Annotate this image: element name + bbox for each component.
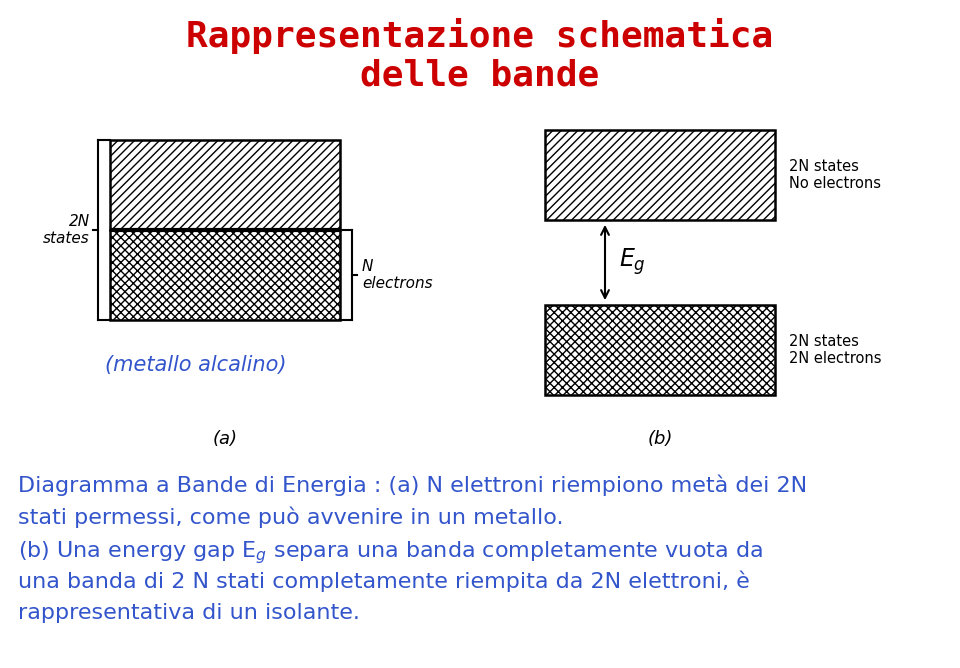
Text: 2N
states: 2N states <box>43 214 90 246</box>
Text: una banda di 2 N stati completamente riempita da 2N elettroni, è: una banda di 2 N stati completamente rie… <box>18 571 750 593</box>
Text: rappresentativa di un isolante.: rappresentativa di un isolante. <box>18 603 360 623</box>
Text: (a): (a) <box>212 430 237 448</box>
Text: Diagramma a Bande di Energia : (a) N elettroni riempiono metà dei 2N: Diagramma a Bande di Energia : (a) N ele… <box>18 475 807 496</box>
Bar <box>110 140 340 230</box>
Bar <box>545 130 775 220</box>
Text: delle bande: delle bande <box>360 58 600 92</box>
Text: N
electrons: N electrons <box>362 259 433 291</box>
Bar <box>110 230 340 320</box>
Text: 2N states
No electrons: 2N states No electrons <box>789 159 881 191</box>
Bar <box>545 305 775 395</box>
Text: $E_g$: $E_g$ <box>619 246 646 277</box>
Text: 2N states
2N electrons: 2N states 2N electrons <box>789 334 881 366</box>
Text: (metallo alcalino): (metallo alcalino) <box>105 355 286 375</box>
Text: Rappresentazione schematica: Rappresentazione schematica <box>186 18 774 54</box>
Text: (b): (b) <box>647 430 673 448</box>
Text: stati permessi, come può avvenire in un metallo.: stati permessi, come può avvenire in un … <box>18 507 564 528</box>
Text: (b) Una energy gap E$_g$ separa una banda completamente vuota da: (b) Una energy gap E$_g$ separa una band… <box>18 539 763 566</box>
